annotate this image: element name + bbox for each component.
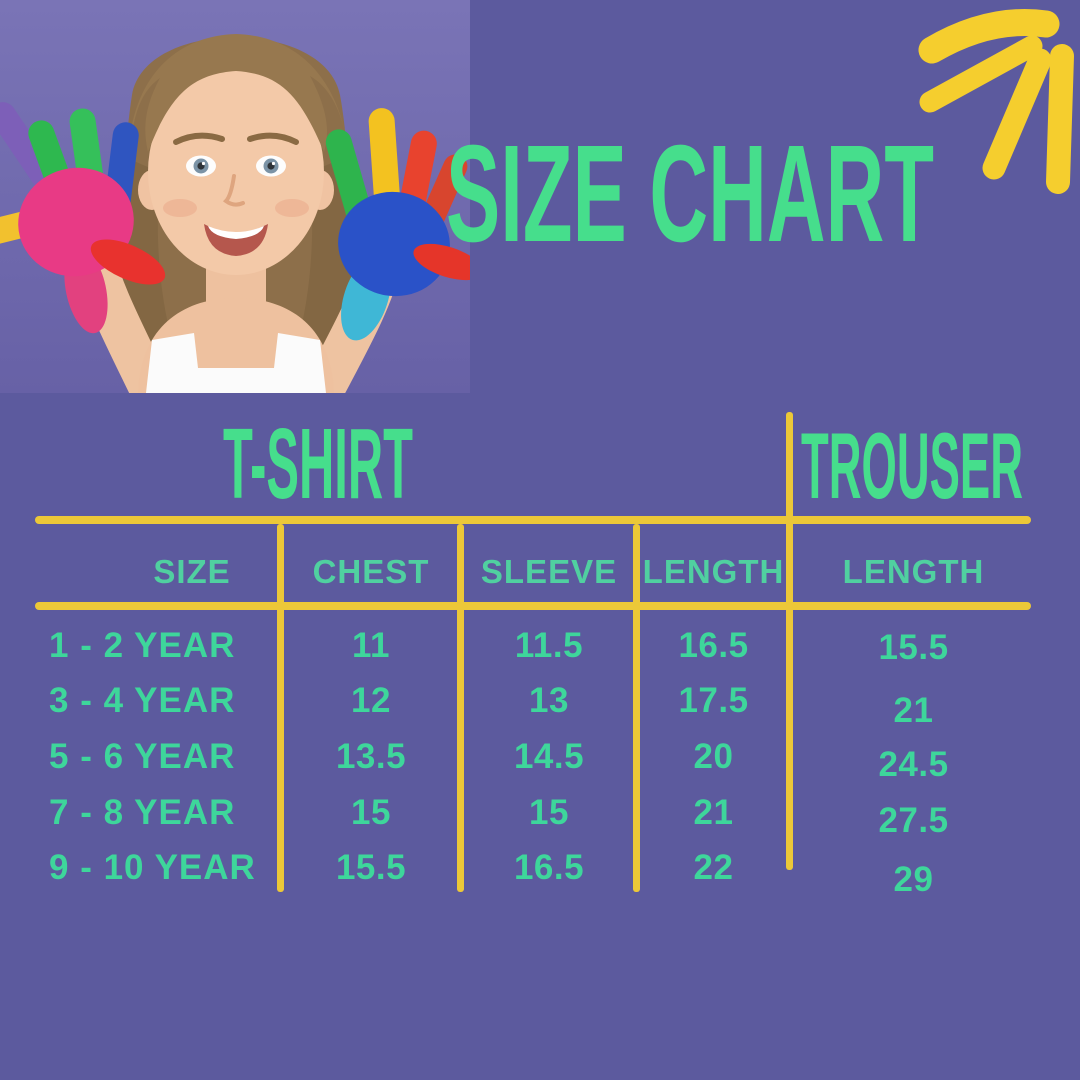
sleeve-cell: 15 (529, 792, 569, 832)
left-painted-hand (0, 102, 166, 334)
divider-sleeve-length (633, 524, 640, 892)
trouser-header-text: TROUSER (801, 413, 1023, 518)
length-cell: 21 (693, 792, 734, 832)
right-painted-hand (325, 108, 470, 341)
girl-photo (0, 0, 470, 393)
table-row: 1 - 2 YEAR 11 11.5 16.5 15.5 (35, 618, 1037, 674)
size-table: T-SHIRT TROUSER SIZE CHEST SLEEVE LENGTH… (35, 408, 1037, 902)
chest-cell: 12 (351, 681, 391, 721)
chest-cell: 11 (352, 625, 390, 665)
sleeve-cell: 14.5 (513, 736, 585, 776)
table-body: 1 - 2 YEAR 11 11.5 16.5 15.5 3 - 4 YEAR … (35, 618, 1037, 899)
sleeve-cell: 11.5 (514, 625, 584, 665)
table-row: 5 - 6 YEAR 13.5 14.5 20 24.5 (35, 729, 1037, 785)
page-title-text: SIZE CHART (446, 117, 934, 271)
page-title: SIZE CHART (446, 117, 934, 271)
girl-face (128, 34, 351, 275)
trouser-length-cell: 15.5 (878, 627, 949, 667)
table-row: 9 - 10 YEAR 15.5 16.5 22 29 (35, 840, 1037, 899)
trouser-length-cell: 27.5 (878, 800, 949, 840)
trouser-length-cell: 21 (893, 691, 934, 731)
tshirt-section-header: T-SHIRT (223, 408, 413, 520)
divider-chest-sleeve (457, 524, 464, 892)
table-header-rule (35, 602, 1031, 610)
girl-smile (204, 224, 268, 256)
divider-tshirt-trouser (786, 412, 793, 870)
column-header-length: LENGTH (642, 553, 785, 590)
column-header-row: SIZE CHEST SLEEVE LENGTH LENGTH (35, 542, 1037, 602)
tshirt-header-text: T-SHIRT (223, 408, 413, 520)
trouser-section-header: TROUSER (801, 413, 1023, 518)
girl-torso (138, 252, 334, 393)
chest-cell: 15 (351, 792, 391, 832)
divider-size-chest (277, 524, 284, 892)
length-cell: 16.5 (678, 625, 749, 665)
starburst-rays-icon (918, 9, 1074, 194)
size-cell: 5 - 6 YEAR (49, 736, 236, 776)
table-row: 7 - 8 YEAR 15 15 21 27.5 (35, 785, 1037, 841)
column-header-trouser-length: LENGTH (842, 553, 985, 590)
length-cell: 22 (693, 848, 734, 888)
column-header-size: SIZE (153, 553, 231, 590)
size-cell: 1 - 2 YEAR (49, 625, 236, 665)
sleeve-cell: 13 (529, 681, 569, 721)
girl-eyes (186, 155, 286, 177)
size-cell: 7 - 8 YEAR (49, 792, 236, 832)
length-cell: 17.5 (678, 681, 749, 721)
chest-cell: 13.5 (335, 736, 407, 776)
table-top-rule (35, 516, 1031, 524)
sleeve-cell: 16.5 (513, 848, 585, 888)
trouser-length-cell: 24.5 (878, 744, 949, 784)
length-cell: 20 (693, 736, 734, 776)
table-row: 3 - 4 YEAR 12 13 17.5 21 (35, 674, 1037, 730)
size-cell: 3 - 4 YEAR (49, 681, 236, 721)
column-header-sleeve: SLEEVE (480, 553, 618, 590)
trouser-length-cell: 29 (893, 860, 934, 900)
chest-cell: 15.5 (335, 848, 407, 888)
column-header-chest: CHEST (312, 553, 430, 590)
size-cell: 9 - 10 YEAR (49, 848, 256, 888)
